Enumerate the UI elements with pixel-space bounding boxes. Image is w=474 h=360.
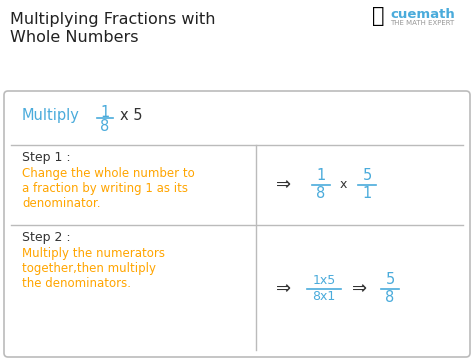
Text: cuemath: cuemath [390, 8, 455, 21]
Text: ⇒: ⇒ [276, 176, 291, 194]
Text: Multiplying Fractions with: Multiplying Fractions with [10, 12, 216, 27]
Text: 5: 5 [385, 273, 395, 288]
Text: 🚀: 🚀 [372, 6, 384, 26]
Text: Multiply the numerators: Multiply the numerators [22, 247, 165, 260]
Text: 8: 8 [100, 119, 109, 134]
Text: a fraction by writing 1 as its: a fraction by writing 1 as its [22, 182, 188, 195]
Text: 1: 1 [100, 105, 109, 120]
Text: Whole Numbers: Whole Numbers [10, 30, 138, 45]
Text: ⇒: ⇒ [352, 280, 367, 298]
Text: Multiply: Multiply [22, 108, 80, 123]
Text: 1x5: 1x5 [312, 274, 336, 288]
Text: together,then multiply: together,then multiply [22, 262, 156, 275]
Text: denominator.: denominator. [22, 197, 100, 210]
Text: x: x [339, 179, 346, 192]
Text: 8: 8 [316, 186, 326, 202]
Text: 8: 8 [385, 291, 395, 306]
Text: Step 2 :: Step 2 : [22, 231, 71, 244]
Text: 1: 1 [316, 168, 326, 184]
Text: ⇒: ⇒ [276, 280, 291, 298]
Text: 5: 5 [363, 168, 372, 184]
FancyBboxPatch shape [4, 91, 470, 357]
Text: 1: 1 [363, 186, 372, 202]
Text: x 5: x 5 [120, 108, 143, 123]
Text: 8x1: 8x1 [312, 291, 336, 303]
Text: THE MATH EXPERT: THE MATH EXPERT [390, 20, 454, 26]
Text: Change the whole number to: Change the whole number to [22, 167, 195, 180]
Text: Step 1 :: Step 1 : [22, 151, 71, 164]
Text: the denominators.: the denominators. [22, 277, 131, 290]
